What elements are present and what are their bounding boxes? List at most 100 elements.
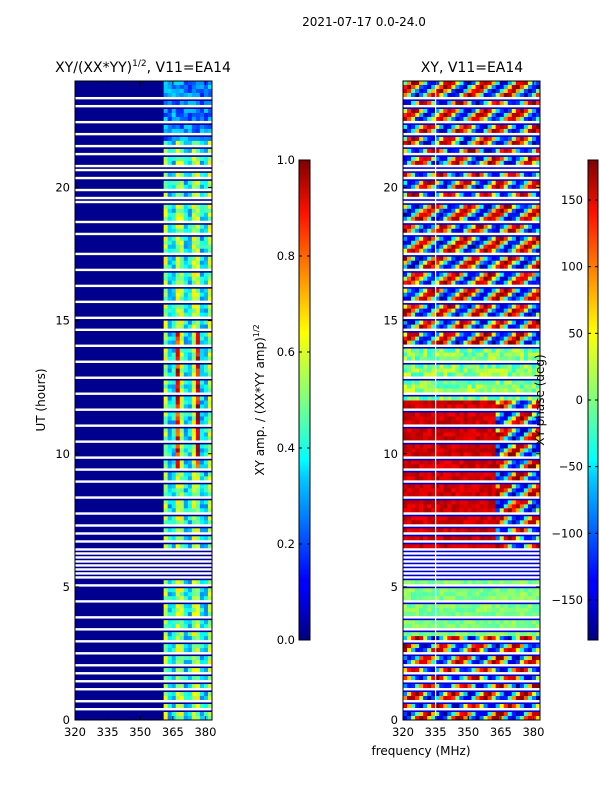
heatmap-cell [507, 460, 513, 465]
heatmap-cell [187, 296, 193, 301]
heatmap-cell [423, 368, 428, 373]
heatmap-cell [179, 204, 185, 210]
heatmap-cell [443, 692, 448, 697]
heatmap-cell [483, 256, 488, 262]
heatmap-cell [531, 516, 537, 521]
heatmap-cell [495, 336, 501, 341]
heatmap-cell [171, 276, 177, 281]
heatmap-cell [511, 432, 517, 437]
heatmap-cell [467, 348, 472, 353]
heatmap-cell [463, 608, 468, 613]
heatmap-cell [463, 668, 468, 673]
heatmap-cell [163, 276, 168, 281]
heatmap-cell [531, 432, 537, 437]
heatmap-cell [179, 288, 185, 293]
heatmap-cell [439, 676, 444, 681]
heatmap-cell [495, 240, 501, 246]
heatmap-cell [483, 444, 488, 449]
heatmap-cell [511, 492, 517, 497]
heatmap-cell [403, 504, 408, 509]
heatmap-cell [459, 504, 464, 509]
heatmap-cell [491, 156, 496, 162]
heatmap-cell [471, 81, 476, 86]
heatmap-cell [475, 244, 480, 250]
heatmap-cell [519, 396, 525, 401]
heatmap-cell [435, 476, 440, 481]
heatmap-cell [495, 476, 501, 481]
heatmap-cell [163, 384, 168, 389]
heatmap-cell [451, 280, 456, 285]
heatmap-cell [419, 656, 424, 661]
heatmap-cell [483, 276, 488, 281]
heatmap-cell [531, 264, 537, 269]
heatmap-cell [475, 608, 480, 613]
heatmap-cell [515, 508, 521, 513]
heatmap-cell [479, 500, 484, 505]
heatmap-cell [167, 472, 173, 477]
heatmap-cell [187, 608, 193, 613]
heatmap-cell [475, 308, 480, 313]
heatmap-cell [475, 644, 480, 649]
heatmap-cell [443, 520, 448, 525]
heatmap-cell [435, 260, 440, 266]
heatmap-cell [183, 696, 189, 701]
heatmap-cell [467, 128, 472, 134]
heatmap-cell [203, 396, 209, 401]
heatmap-cell [479, 156, 484, 162]
heatmap-cell [515, 116, 521, 122]
heatmap-cell [447, 296, 452, 301]
heatmap-cell [463, 404, 468, 409]
heatmap-cell [175, 536, 181, 541]
heatmap-cell [499, 216, 505, 222]
heatmap-cell [167, 404, 173, 409]
heatmap-cell [207, 128, 213, 134]
heatmap-cell [443, 608, 448, 613]
heatmap-gap [75, 232, 212, 236]
heatmap-cell [451, 620, 456, 625]
heatmap-cell [471, 676, 476, 681]
heatmap-cell [455, 244, 460, 250]
heatmap-cell [199, 612, 205, 617]
heatmap-cell [507, 544, 513, 549]
heatmap-cell [479, 208, 484, 214]
heatmap-cell [207, 596, 213, 601]
heatmap-cell [515, 656, 521, 661]
heatmap-gap [75, 168, 212, 172]
heatmap-cell [199, 81, 205, 86]
heatmap-cell [459, 128, 464, 134]
heatmap-cell [459, 420, 464, 425]
heatmap-cell [455, 264, 460, 269]
heatmap-cell [499, 192, 505, 198]
heatmap-cell [419, 260, 424, 266]
heatmap-cell [195, 692, 201, 697]
heatmap-cell [187, 116, 193, 122]
heatmap-cell [403, 632, 408, 637]
heatmap-cell [455, 656, 460, 661]
heatmap-cell [407, 400, 412, 405]
heatmap-cell [527, 112, 533, 118]
heatmap-cell [459, 460, 464, 465]
heatmap-cell [455, 704, 460, 709]
heatmap-cell [471, 484, 476, 489]
heatmap-cell [207, 148, 213, 154]
heatmap-cell [487, 244, 492, 250]
heatmap-cell [491, 192, 496, 198]
heatmap-cell [511, 460, 517, 465]
heatmap-cell [523, 92, 529, 98]
heatmap-cell [467, 212, 472, 218]
heatmap-cell [435, 448, 440, 453]
heatmap-cell [511, 608, 517, 613]
heatmap-cell [515, 292, 521, 297]
heatmap-cell [507, 216, 513, 222]
heatmap-cell [411, 124, 416, 130]
heatmap-cell [439, 292, 444, 297]
heatmap-cell [439, 488, 444, 493]
heatmap-cell [471, 624, 476, 629]
heatmap-cell [435, 180, 440, 186]
heatmap-cell [163, 108, 168, 114]
heatmap-cell [203, 684, 209, 689]
heatmap-cell [407, 88, 412, 94]
heatmap-cell [491, 288, 496, 293]
heatmap-cell [483, 416, 488, 421]
heatmap-cell [463, 420, 468, 425]
